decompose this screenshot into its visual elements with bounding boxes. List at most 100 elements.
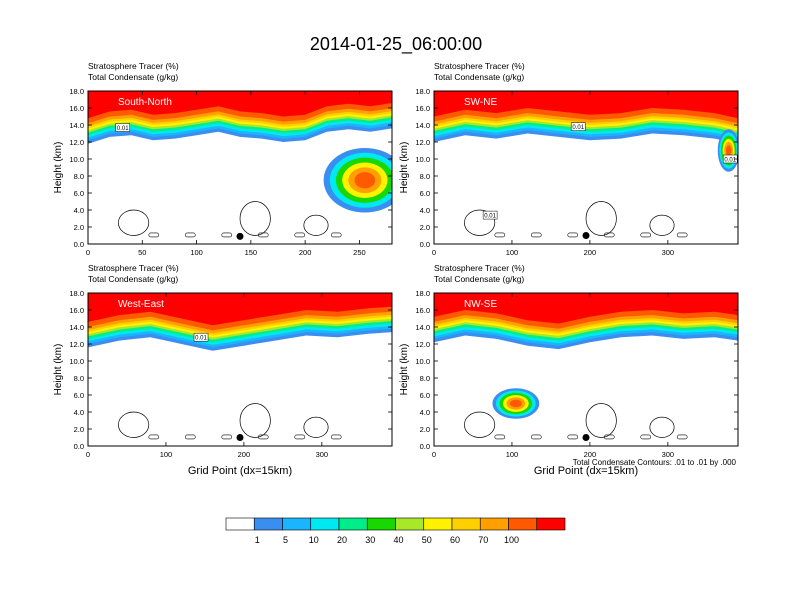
colorbar-label-6: 50 [422, 535, 432, 545]
contour-label-0: 0.01 [572, 125, 584, 131]
location-marker [582, 434, 590, 441]
ytick-label: 16.0 [69, 306, 84, 315]
plot-frame [87, 292, 393, 447]
ytick-label: 10.0 [415, 357, 430, 366]
contour-label-box-1 [482, 210, 498, 220]
condensate-cell-5 [330, 232, 342, 238]
xtick-label: 0 [86, 248, 90, 257]
panel-label: South-North [118, 97, 172, 108]
location-marker [236, 232, 244, 240]
condensate-contour-0 [464, 209, 496, 236]
colorbar-label-7: 60 [450, 535, 460, 545]
ytick-label: 12.0 [69, 340, 84, 349]
condensate-cell-3 [603, 232, 615, 238]
ytick-label: 2.0 [74, 223, 84, 232]
condensate-cell-5 [676, 434, 688, 440]
xtick-label: 100 [506, 450, 519, 459]
condensate-cell-4 [640, 232, 652, 238]
xtick-label: 250 [353, 248, 366, 257]
y-axis-label: Height (km) [53, 142, 64, 194]
colorbar-swatch-3 [310, 517, 340, 531]
ytick-label: 2.0 [74, 425, 84, 434]
contour-label-2: 0.01 [724, 158, 736, 164]
condensate-contour-1 [239, 403, 271, 438]
plot-area: 0.01 [88, 293, 392, 446]
ytick-label: 8.0 [420, 374, 430, 383]
xtick-label: 200 [584, 450, 597, 459]
condensate-cell-1 [530, 434, 542, 440]
ytick-label: 6.0 [74, 189, 84, 198]
contour-label-1: 0.01 [484, 214, 496, 220]
colorbar-label-9: 100 [504, 535, 519, 545]
condensate-contour-1 [585, 403, 617, 438]
condensate-cell-2 [567, 434, 579, 440]
panel-label: West-East [118, 299, 164, 310]
plot-frame [433, 292, 739, 447]
condensate-contour-2 [649, 416, 675, 438]
condensate-contour-0 [118, 209, 150, 236]
ytick-label: 16.0 [415, 104, 430, 113]
colorbar-swatch-7 [423, 517, 453, 531]
contour-label-box-0 [115, 123, 130, 132]
panel-3: 0.01 West-East Stratosphere Tracer (%)Tota… [53, 263, 393, 477]
ytick-label: 10.0 [69, 357, 84, 366]
condensate-cell-1 [530, 232, 542, 238]
ytick-label: 0.0 [74, 442, 84, 451]
xtick-label: 50 [138, 248, 146, 257]
ytick-label: 18.0 [415, 87, 430, 96]
ytick-label: 14.0 [69, 323, 84, 332]
xtick-label: 300 [662, 450, 675, 459]
tracer-blob-5 [725, 145, 732, 156]
xtick-label: 100 [160, 450, 173, 459]
colorbar-label-0: 1 [255, 535, 260, 545]
contour-label-0: 0.01 [117, 126, 129, 132]
ytick-label: 4.0 [74, 408, 84, 417]
condensate-cell-3 [257, 434, 269, 440]
xtick-label: 0 [432, 248, 436, 257]
ytick-label: 12.0 [415, 340, 430, 349]
condensate-cell-0 [494, 232, 506, 238]
condensate-cell-0 [494, 434, 506, 440]
ytick-label: 6.0 [74, 391, 84, 400]
colorbar-swatch-2 [282, 517, 312, 531]
location-marker [236, 434, 244, 441]
condensate-cell-0 [148, 434, 160, 440]
condensate-cell-5 [676, 232, 688, 238]
xtick-label: 150 [245, 248, 258, 257]
condensate-cell-2 [567, 232, 579, 238]
panel-header-line1: Stratosphere Tracer (%) [434, 263, 525, 273]
tracer-top [434, 91, 738, 115]
ytick-label: 2.0 [420, 425, 430, 434]
condensate-cell-1 [184, 434, 196, 440]
ytick-label: 0.0 [420, 442, 430, 451]
plot-area [434, 293, 738, 446]
condensate-cell-4 [294, 232, 306, 238]
condensate-contour-0 [118, 411, 150, 438]
panel-2: 0.01 0.01 0.01 SW-NE Stratosphere Tracer (%)… [399, 61, 739, 257]
xtick-label: 0 [432, 450, 436, 459]
ytick-label: 2.0 [420, 223, 430, 232]
colorbar-swatch-8 [451, 517, 481, 531]
ytick-label: 4.0 [420, 408, 430, 417]
xtick-label: 200 [584, 248, 597, 257]
ytick-label: 14.0 [415, 323, 430, 332]
ytick-label: 14.0 [69, 121, 84, 130]
location-marker [582, 232, 590, 239]
plot-frame [433, 90, 739, 245]
ytick-label: 8.0 [74, 374, 84, 383]
colorbar-label-3: 20 [337, 535, 347, 545]
ytick-label: 16.0 [415, 306, 430, 315]
ytick-label: 8.0 [420, 172, 430, 181]
plot-area: 0.01 0.01 0.01 [434, 91, 738, 244]
colorbar-label-8: 70 [478, 535, 488, 545]
xtick-label: 300 [316, 450, 329, 459]
condensate-contour-2 [649, 214, 675, 236]
ytick-label: 4.0 [74, 206, 84, 215]
condensate-contour-2 [303, 416, 329, 438]
ytick-label: 10.0 [415, 155, 430, 164]
colorbar-swatch-0 [225, 517, 255, 531]
panel-label: SW-NE [464, 97, 497, 108]
tracer-blob-5 [509, 399, 522, 408]
ytick-label: 12.0 [415, 138, 430, 147]
colorbar-swatch-4 [338, 517, 368, 531]
